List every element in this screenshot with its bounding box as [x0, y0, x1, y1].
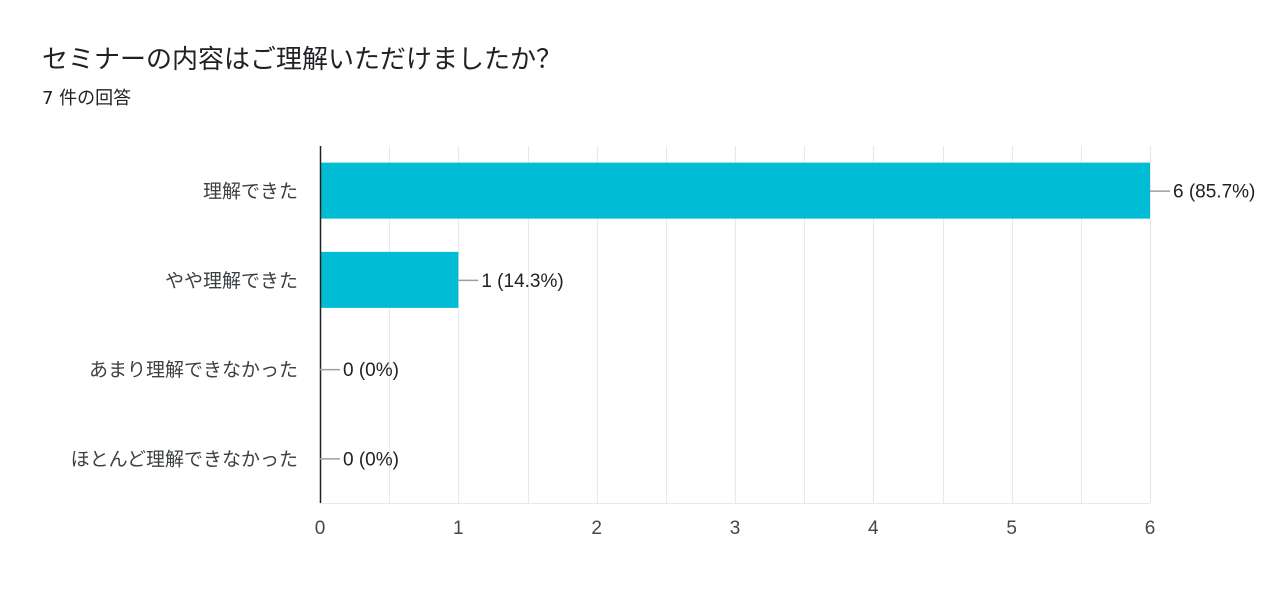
x-tick-label: 4 [868, 518, 879, 539]
data-label: 6 (85.7%) [1173, 182, 1255, 203]
data-label: 0 (0%) [343, 449, 399, 470]
bar[interactable] [320, 162, 1150, 219]
bar[interactable] [320, 251, 459, 308]
data-label: 0 (0%) [343, 360, 399, 381]
x-tick-label: 6 [1145, 518, 1156, 539]
category-label: やや理解できた [165, 270, 298, 292]
x-tick-label: 2 [591, 518, 602, 539]
data-label: 1 (14.3%) [481, 271, 563, 292]
x-tick-label: 1 [453, 518, 464, 539]
chart-axis: 0 1 2 3 4 5 6 [315, 146, 1156, 539]
chart-title: セミナーの内容はご理解いただけましたか？ [42, 45, 563, 75]
x-tick-label: 5 [1006, 518, 1017, 539]
category-label: 理解できた [203, 181, 298, 203]
chart-labels: 6 (85.7%) 理解できた 1 (14.3%) やや理解できた 0 (0%) あまり理… [71, 181, 1256, 471]
category-label: あまり理解できなかった [89, 359, 298, 381]
x-tick-label: 3 [730, 518, 741, 539]
category-label: ほとんど理解できなかった [71, 448, 298, 470]
x-tick-label: 0 [315, 518, 326, 539]
response-count: 7 件の回答 [42, 88, 132, 109]
chart-bars [320, 162, 1150, 308]
